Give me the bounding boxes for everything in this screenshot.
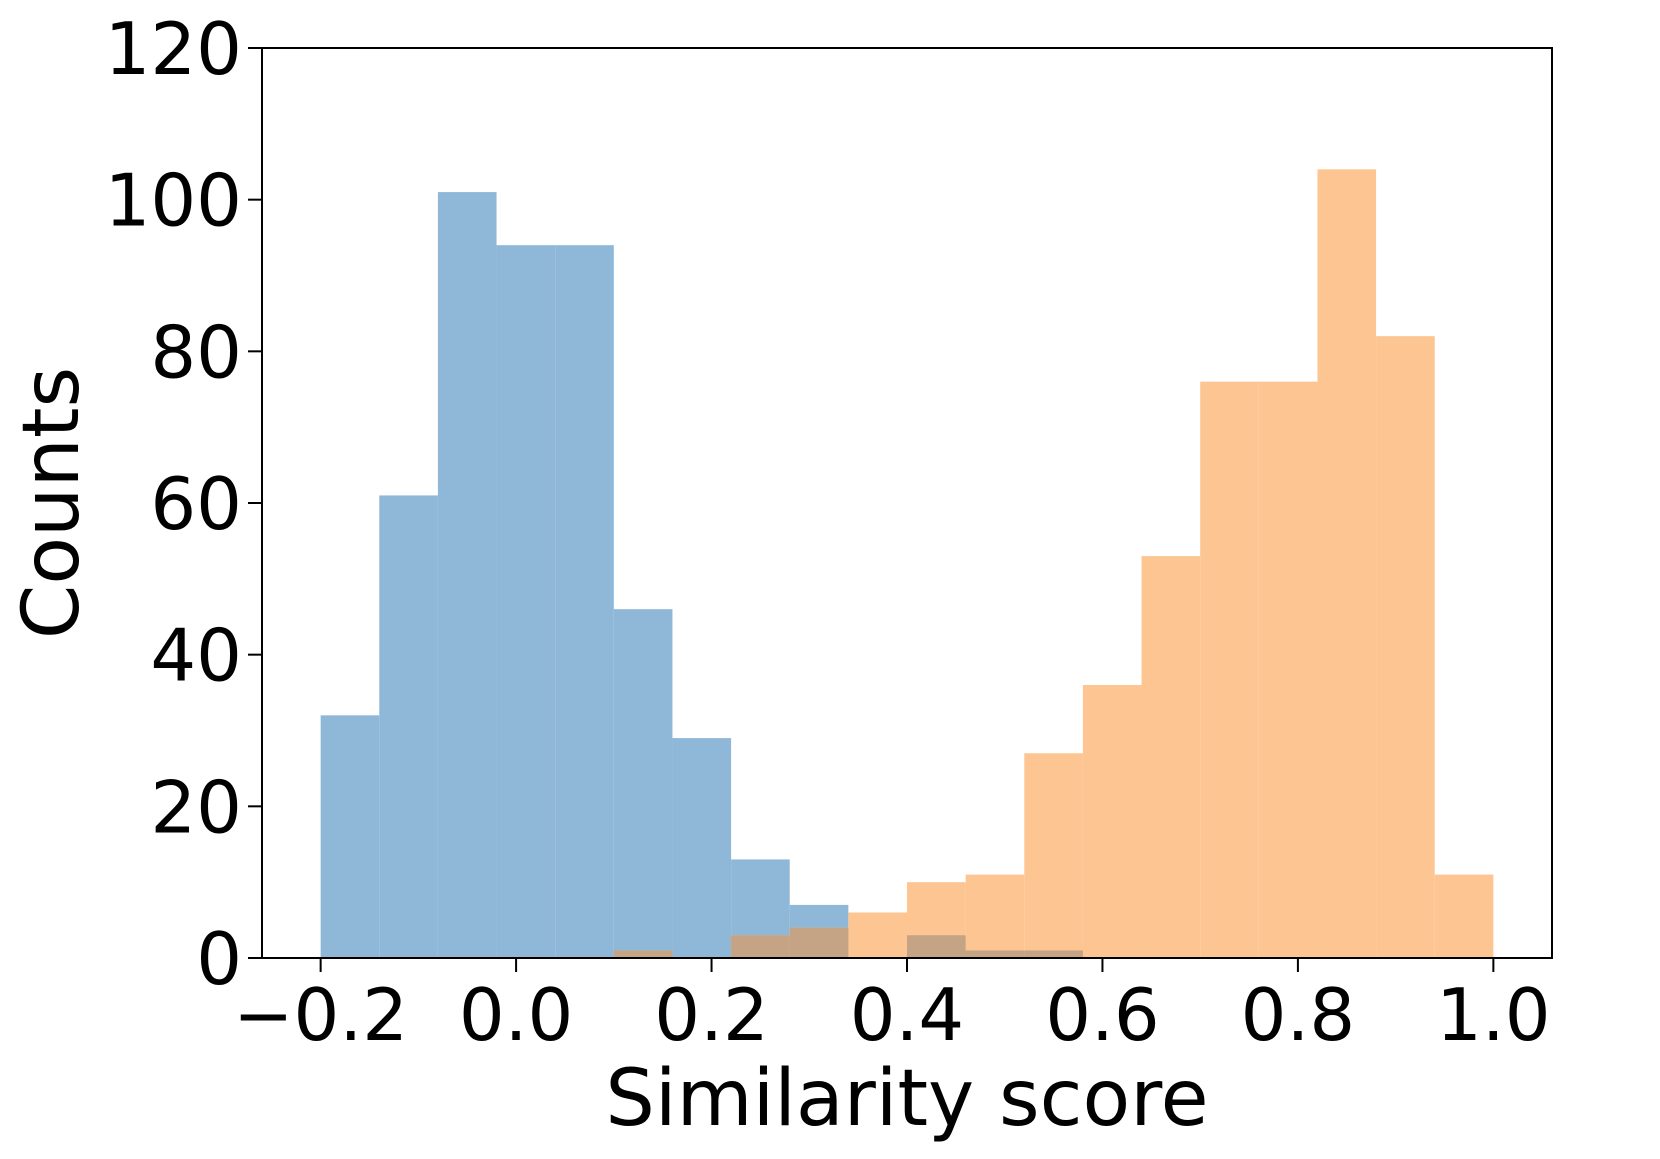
x-tick-label: 0.0: [459, 973, 574, 1057]
histogram-bar-series-2: [1434, 874, 1494, 958]
histogram-bar-series-2: [1317, 169, 1377, 959]
overlap-layer: [613, 927, 1083, 958]
x-axis-ticks: −0.2 0.0 0.2 0.4 0.6 0.8 1.0: [233, 958, 1551, 1057]
y-axis-ticks: 0 20 40 60 80 100 120: [105, 7, 262, 1001]
y-tick-label: 40: [150, 614, 242, 698]
y-tick-label: 120: [105, 7, 242, 91]
histogram-overlap-bar: [965, 950, 1025, 958]
histogram-overlap-bar: [731, 935, 790, 958]
x-axis-title: Similarity score: [605, 1054, 1208, 1144]
x-tick-label: 0.6: [1045, 973, 1160, 1057]
histogram-bar-series-2: [1141, 556, 1201, 958]
x-tick-label: 0.2: [654, 973, 769, 1057]
histogram-bar-series-1: [496, 245, 556, 958]
histogram-bar-series-2: [1258, 381, 1318, 959]
bars-layer: [320, 169, 1494, 959]
histogram-bar-series-1: [379, 495, 438, 958]
histogram-overlap-bar: [789, 927, 849, 958]
histogram-bar-series-2: [848, 912, 907, 958]
y-tick-label: 20: [150, 765, 242, 849]
histogram-bar-series-1: [437, 192, 497, 959]
histogram-bar-series-1: [555, 245, 614, 958]
histogram-bar-series-1: [320, 715, 380, 958]
histogram-bar-series-1: [672, 738, 732, 958]
x-tick-label: 1.0: [1436, 973, 1551, 1057]
histogram-bar-series-2: [1082, 685, 1142, 958]
histogram-overlap-bar: [907, 935, 966, 958]
x-tick-label: −0.2: [233, 973, 408, 1057]
y-tick-label: 60: [150, 462, 242, 546]
histogram-overlap-bar: [1024, 950, 1083, 958]
x-tick-label: 0.8: [1241, 973, 1356, 1057]
y-axis-title: Counts: [7, 367, 97, 639]
histogram-bar-series-2: [1024, 753, 1083, 958]
histogram-bar-series-2: [1200, 381, 1259, 959]
histogram-bar-series-1: [613, 609, 673, 958]
x-tick-label: 0.4: [850, 973, 965, 1057]
histogram-overlap-bar: [613, 950, 673, 958]
y-tick-label: 80: [150, 310, 242, 394]
y-tick-label: 100: [105, 159, 242, 243]
y-tick-label: 0: [196, 917, 242, 1001]
histogram-bar-series-2: [1376, 336, 1435, 959]
histogram-bar-series-2: [965, 874, 1025, 958]
